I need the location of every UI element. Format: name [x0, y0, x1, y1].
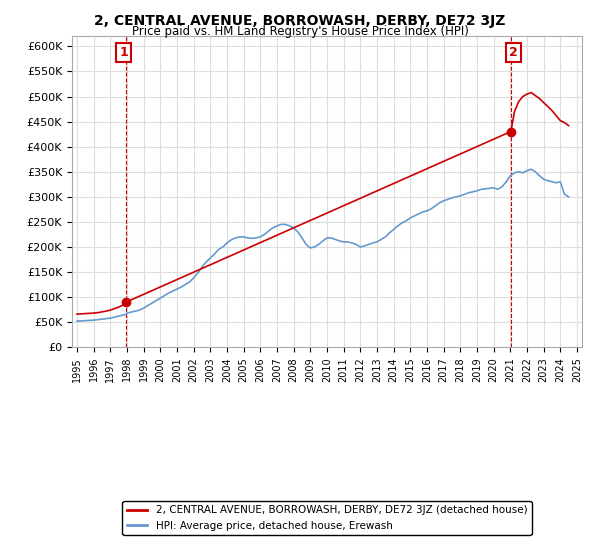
Text: 1: 1 — [119, 46, 128, 59]
Text: 2: 2 — [509, 46, 518, 59]
Text: Price paid vs. HM Land Registry's House Price Index (HPI): Price paid vs. HM Land Registry's House … — [131, 25, 469, 38]
Legend: 2, CENTRAL AVENUE, BORROWASH, DERBY, DE72 3JZ (detached house), HPI: Average pri: 2, CENTRAL AVENUE, BORROWASH, DERBY, DE7… — [122, 501, 532, 535]
Text: 2, CENTRAL AVENUE, BORROWASH, DERBY, DE72 3JZ: 2, CENTRAL AVENUE, BORROWASH, DERBY, DE7… — [94, 14, 506, 28]
